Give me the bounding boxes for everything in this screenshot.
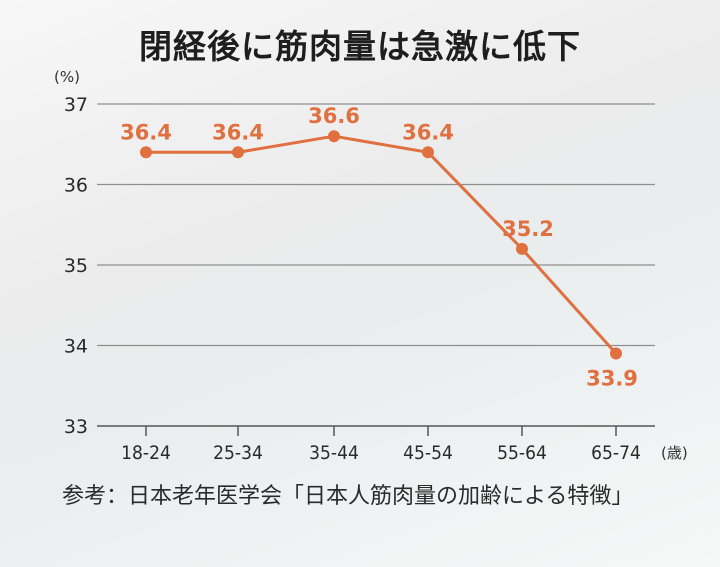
source-note: 参考：日本老年医学会「日本人筋肉量の加齢による特徴」 <box>62 484 634 509</box>
x-tick-label: 45-54 <box>403 442 453 464</box>
data-label: 36.6 <box>308 104 360 128</box>
y-tick-label: 36 <box>64 175 88 197</box>
data-point <box>516 242 528 255</box>
x-axis-unit: (歳) <box>661 444 688 462</box>
y-tick-label: 34 <box>64 336 88 358</box>
y-tick-label: 37 <box>64 94 88 116</box>
x-tick-label: 65-74 <box>591 442 641 464</box>
series-line <box>146 134 618 355</box>
chart-title: 閉経後に筋肉量は急激に低下 <box>139 27 581 66</box>
data-label: 36.4 <box>402 120 454 144</box>
y-tick-label: 33 <box>64 416 88 438</box>
data-label: 36.4 <box>212 120 264 144</box>
x-tick-label: 55-64 <box>497 442 547 464</box>
data-label: 35.2 <box>502 217 554 241</box>
x-tick-label: 25-34 <box>213 442 263 464</box>
data-point <box>140 146 152 159</box>
x-tick-label: 18-24 <box>121 442 171 464</box>
data-point <box>328 130 340 143</box>
data-point <box>610 347 622 360</box>
data-point <box>232 146 244 159</box>
data-label: 33.9 <box>586 367 638 391</box>
data-label: 36.4 <box>120 120 172 144</box>
x-tick-label: 35-44 <box>309 442 359 464</box>
y-tick-label: 35 <box>64 255 88 277</box>
y-axis-unit: (%) <box>54 68 80 86</box>
data-point <box>422 146 434 159</box>
